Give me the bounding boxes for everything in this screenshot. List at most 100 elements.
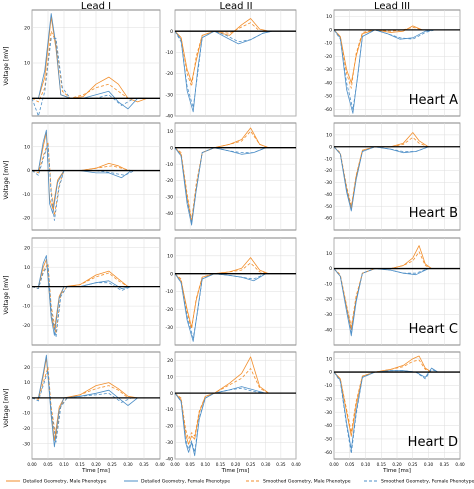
y-tick-label: -10: [165, 50, 173, 56]
heart-labels: Heart A Heart B Heart C Heart D: [408, 93, 458, 450]
x-tick-label: 0.10: [361, 462, 371, 467]
series-line-3: [333, 359, 432, 433]
series-line-3: [333, 26, 432, 89]
y-tick-label: -40: [324, 192, 332, 198]
x-tick-label: 0.05: [43, 462, 53, 467]
x-tick-label: 0.25: [107, 462, 117, 467]
y-tick-label: 0: [170, 29, 173, 35]
y-tick-label: 10: [24, 380, 30, 386]
y-tick-label: 10: [24, 265, 30, 271]
y-tick-label: -10: [165, 407, 173, 413]
y-tick-label: -40: [165, 211, 173, 217]
panel-r1-c3: -60 -50 -40 -30 -20 -10 0 10: [324, 9, 461, 117]
y-tick-label: -50: [324, 437, 332, 443]
y-tick-label: -20: [165, 307, 173, 313]
x-tick-label: 0.00: [27, 462, 37, 467]
y-tick-label: 0: [27, 395, 30, 401]
y-tick-label: -30: [324, 312, 332, 318]
y-tick-label: 10: [326, 14, 332, 20]
series-line-4: [174, 30, 272, 108]
y-tick-label: 0: [170, 391, 173, 397]
y-tick-label: 0: [329, 144, 332, 150]
series-line-1: [174, 356, 270, 445]
panel-r2-c3: -60 -50 -40 -30 -20 -10 0 10: [324, 122, 461, 231]
series-line-3: [31, 262, 129, 334]
y-tick-label: -40: [324, 80, 332, 86]
y-tick-label: -10: [165, 289, 173, 295]
series-line-1: [32, 132, 138, 209]
y-tick-label: 0: [27, 96, 30, 102]
column-titles: Lead I Lead II Lead III: [81, 1, 410, 12]
y-tick-label: -30: [324, 180, 332, 186]
y-tick-label: -50: [324, 204, 332, 210]
y-tick-label: -40: [165, 457, 173, 463]
x-tick-label: 0.40: [455, 462, 465, 467]
x-tick-label: 0.10: [59, 462, 69, 467]
x-tick-label: 0.00: [170, 462, 180, 467]
y-tick-label: -20: [22, 323, 30, 329]
heart-label-c: Heart C: [409, 322, 458, 337]
series-line-4: [31, 264, 132, 338]
series-line-2: [32, 129, 138, 214]
panel-r3-c2: -30 -20 -10 0 10: [165, 237, 297, 346]
y-tick-label: -10: [324, 41, 332, 47]
x-tick-label: 0.35: [139, 462, 149, 467]
panel-r1-c1: 0 10 20: [24, 9, 161, 117]
legend-label: Detailed Geometry, Male Phenotype: [23, 479, 107, 485]
series-line-4: [174, 387, 266, 453]
x-tick-label: 0.20: [91, 462, 101, 467]
legend-label: Detailed Geometry, Female Phenotype: [141, 479, 230, 485]
y-tick-label: 0: [170, 271, 173, 277]
y-tick-label: -10: [324, 383, 332, 389]
heart-label-d: Heart D: [408, 435, 458, 450]
x-tick-label: 0.20: [231, 462, 241, 467]
series-line-1: [32, 259, 129, 330]
series-line-3: [31, 366, 129, 438]
series-line-3: [333, 251, 432, 328]
y-tick-label: 10: [24, 144, 30, 150]
column-title-lead-1: Lead I: [81, 1, 111, 12]
y-tick-label: 10: [326, 251, 332, 257]
y-tick-label: -20: [165, 178, 173, 184]
series-line-3: [31, 141, 132, 217]
series-line-1: [32, 16, 148, 103]
x-tick-label: 0.15: [216, 462, 226, 467]
x-tick-label: 0.30: [424, 462, 434, 467]
y-tick-label: 0: [170, 145, 173, 151]
y-tick-label: -10: [324, 281, 332, 287]
y-tick-label: -20: [324, 168, 332, 174]
x-tick-label: 0.25: [408, 462, 418, 467]
heart-label-a: Heart A: [409, 93, 458, 108]
series-line-4: [333, 146, 429, 211]
y-tick-label: -20: [22, 216, 30, 222]
y-tick-label: -10: [22, 411, 30, 417]
series-line-4: [174, 147, 266, 224]
series-line-3: [333, 136, 429, 207]
legend-entry-3: Smoothed Geometry, Male Phenotype: [246, 479, 351, 485]
series-line-4: [333, 369, 439, 454]
y-tick-label: -20: [22, 426, 30, 432]
y-tick-label: -30: [165, 92, 173, 98]
x-tick-label: 0.25: [246, 462, 256, 467]
y-tick-label: 10: [167, 253, 173, 259]
y-tick-label: -20: [324, 297, 332, 303]
x-axis-label: Time [ms]: [81, 468, 110, 474]
y-axis-label-row-4: Voltage [mV]: [3, 388, 10, 427]
y-tick-label: -30: [324, 410, 332, 416]
y-tick-label: -30: [165, 325, 173, 331]
x-tick-label: 0.35: [276, 462, 286, 467]
y-tick-label: 20: [24, 365, 30, 371]
y-tick-label: -20: [324, 396, 332, 402]
panel-r3-c1: -20 -10 0 10 20: [22, 237, 161, 346]
y-tick-label: 0: [329, 27, 332, 33]
y-tick-label: -10: [22, 304, 30, 310]
y-tick-label: -50: [324, 94, 332, 100]
y-axis-label-row-3: Voltage [mV]: [3, 275, 10, 314]
y-tick-label: 10: [326, 356, 332, 362]
y-tick-label: 0: [329, 266, 332, 272]
y-tick-label: 10: [24, 61, 30, 67]
series-line-1: [333, 25, 432, 84]
x-tick-label: 0.30: [123, 462, 133, 467]
y-tick-label: -20: [165, 424, 173, 430]
